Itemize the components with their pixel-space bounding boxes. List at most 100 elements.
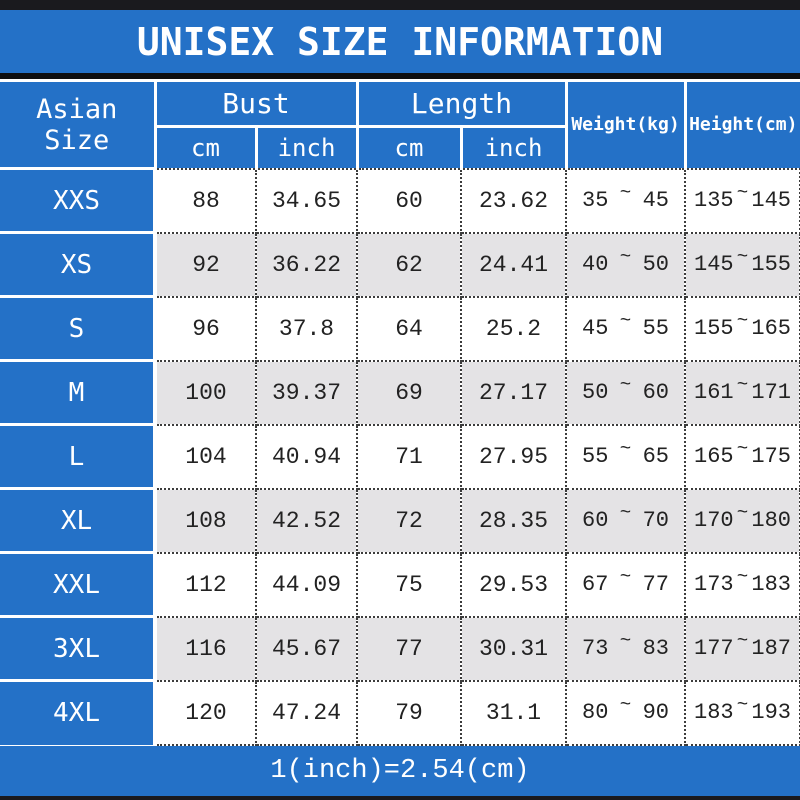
bottom-black-bar bbox=[0, 795, 800, 800]
title-separator bbox=[0, 73, 800, 79]
size-cell: M bbox=[0, 359, 157, 425]
range-min: 170 bbox=[694, 508, 734, 533]
range-max: 50 bbox=[642, 252, 669, 277]
range-max: 60 bbox=[642, 380, 669, 405]
length-inch-cell: 27.95 bbox=[460, 423, 567, 490]
range-min: 55 bbox=[582, 444, 609, 469]
bust-cm-cell: 88 bbox=[154, 167, 257, 234]
size-cell: S bbox=[0, 295, 157, 361]
range-max: 65 bbox=[642, 444, 669, 469]
size-chart-table: Asian Size Bust Length Weight(kg) Height… bbox=[0, 79, 800, 746]
weight-range-cell: 60 ~70 bbox=[565, 487, 686, 554]
height-range-cell: 170 ~180 bbox=[684, 487, 800, 554]
length-inch-cell: 29.53 bbox=[460, 551, 567, 618]
range-max: 180 bbox=[751, 508, 791, 533]
bust-inch-cell: 34.65 bbox=[255, 167, 358, 234]
tilde: ~ bbox=[619, 245, 632, 268]
length-cm-cell: 72 bbox=[356, 487, 462, 554]
bust-cm-cell: 108 bbox=[154, 487, 257, 554]
size-cell: XL bbox=[0, 487, 157, 553]
height-range-cell: 145 ~155 bbox=[684, 231, 800, 298]
header-asian-size: Asian Size bbox=[0, 79, 157, 169]
table-body: XXS 88 34.65 60 23.62 35 ~45 135 ~145 XS 9… bbox=[0, 167, 800, 746]
length-inch-cell: 30.31 bbox=[460, 615, 567, 682]
size-cell: 4XL bbox=[0, 679, 157, 745]
table-row: 3XL 116 45.67 77 30.31 73 ~83 177 ~187 bbox=[0, 615, 800, 682]
length-cm-cell: 62 bbox=[356, 231, 462, 298]
table-row: M 100 39.37 69 27.17 50 ~60 161 ~171 bbox=[0, 359, 800, 426]
weight-range-cell: 45 ~55 bbox=[565, 295, 686, 362]
range-min: 135 bbox=[694, 188, 734, 213]
height-range-cell: 183 ~193 bbox=[684, 679, 800, 746]
range-max: 77 bbox=[642, 572, 669, 597]
bust-inch-cell: 36.22 bbox=[255, 231, 358, 298]
height-range-cell: 161 ~171 bbox=[684, 359, 800, 426]
bust-cm-cell: 104 bbox=[154, 423, 257, 490]
bust-inch-cell: 47.24 bbox=[255, 679, 358, 746]
bust-cm-cell: 96 bbox=[154, 295, 257, 362]
bust-inch-cell: 42.52 bbox=[255, 487, 358, 554]
bust-cm-cell: 100 bbox=[154, 359, 257, 426]
size-cell: XXS bbox=[0, 167, 157, 233]
header-height: Height(cm) bbox=[683, 79, 800, 169]
height-range-cell: 135 ~145 bbox=[684, 167, 800, 234]
weight-range-cell: 40 ~50 bbox=[565, 231, 686, 298]
range-min: 165 bbox=[694, 444, 734, 469]
length-cm-cell: 64 bbox=[356, 295, 462, 362]
bust-cm-cell: 112 bbox=[154, 551, 257, 618]
length-cm-cell: 71 bbox=[356, 423, 462, 490]
length-inch-cell: 27.17 bbox=[460, 359, 567, 426]
table-row: XXS 88 34.65 60 23.62 35 ~45 135 ~145 bbox=[0, 167, 800, 234]
bust-inch-cell: 39.37 bbox=[255, 359, 358, 426]
length-inch-cell: 25.2 bbox=[460, 295, 567, 362]
size-cell: XS bbox=[0, 231, 157, 297]
height-range-cell: 177 ~187 bbox=[684, 615, 800, 682]
tilde: ~ bbox=[619, 565, 632, 588]
range-max: 70 bbox=[642, 508, 669, 533]
tilde: ~ bbox=[619, 181, 632, 204]
range-min: 173 bbox=[694, 572, 734, 597]
range-min: 73 bbox=[582, 636, 609, 661]
range-min: 67 bbox=[582, 572, 609, 597]
bust-inch-cell: 44.09 bbox=[255, 551, 358, 618]
range-max: 45 bbox=[642, 188, 669, 213]
weight-range-cell: 73 ~83 bbox=[565, 615, 686, 682]
length-cm-cell: 77 bbox=[356, 615, 462, 682]
bust-inch-cell: 37.8 bbox=[255, 295, 358, 362]
range-min: 183 bbox=[694, 700, 734, 725]
header-length-cm: cm bbox=[355, 124, 463, 169]
conversion-note: 1(inch)=2.54(cm) bbox=[270, 755, 530, 786]
height-range-cell: 155 ~165 bbox=[684, 295, 800, 362]
table-row: 4XL 120 47.24 79 31.1 80 ~90 183 ~193 bbox=[0, 679, 800, 746]
header-bust-inch: inch bbox=[254, 124, 359, 169]
height-range-cell: 173 ~183 bbox=[684, 551, 800, 618]
tilde: ~ bbox=[736, 181, 749, 204]
header-weight: Weight(kg) bbox=[564, 79, 687, 169]
size-cell: 3XL bbox=[0, 615, 157, 681]
header-length-inch: inch bbox=[459, 124, 568, 169]
tilde: ~ bbox=[736, 373, 749, 396]
table-row: XS 92 36.22 62 24.41 40 ~50 145 ~155 bbox=[0, 231, 800, 298]
bust-inch-cell: 45.67 bbox=[255, 615, 358, 682]
title-band: UNISEX SIZE INFORMATION bbox=[0, 10, 800, 73]
header-bust: Bust bbox=[153, 79, 359, 128]
range-max: 171 bbox=[751, 380, 791, 405]
weight-range-cell: 50 ~60 bbox=[565, 359, 686, 426]
size-cell: L bbox=[0, 423, 157, 489]
page-title: UNISEX SIZE INFORMATION bbox=[136, 19, 664, 64]
range-max: 145 bbox=[751, 188, 791, 213]
length-inch-cell: 31.1 bbox=[460, 679, 567, 746]
range-min: 45 bbox=[582, 316, 609, 341]
bust-cm-cell: 120 bbox=[154, 679, 257, 746]
tilde: ~ bbox=[736, 629, 749, 652]
length-cm-cell: 75 bbox=[356, 551, 462, 618]
table-row: XL 108 42.52 72 28.35 60 ~70 170 ~180 bbox=[0, 487, 800, 554]
header-length: Length bbox=[355, 79, 568, 128]
range-min: 155 bbox=[694, 316, 734, 341]
range-min: 177 bbox=[694, 636, 734, 661]
tilde: ~ bbox=[736, 245, 749, 268]
range-max: 165 bbox=[751, 316, 791, 341]
footer-band: 1(inch)=2.54(cm) bbox=[0, 745, 800, 796]
range-min: 80 bbox=[582, 700, 609, 725]
